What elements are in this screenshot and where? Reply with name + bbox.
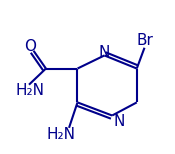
Text: N: N — [114, 114, 125, 130]
Text: Br: Br — [137, 32, 154, 48]
Text: H₂N: H₂N — [15, 83, 44, 98]
Text: H₂N: H₂N — [47, 127, 76, 142]
Text: O: O — [24, 39, 36, 54]
Text: N: N — [98, 45, 110, 60]
